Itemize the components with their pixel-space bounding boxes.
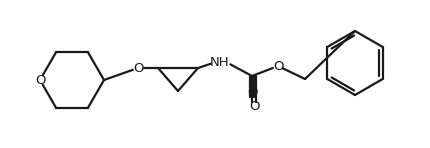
- Text: NH: NH: [210, 56, 230, 69]
- Text: O: O: [249, 100, 259, 114]
- Text: O: O: [273, 59, 283, 73]
- Text: O: O: [35, 74, 45, 86]
- Text: O: O: [247, 86, 257, 99]
- Text: O: O: [133, 62, 143, 74]
